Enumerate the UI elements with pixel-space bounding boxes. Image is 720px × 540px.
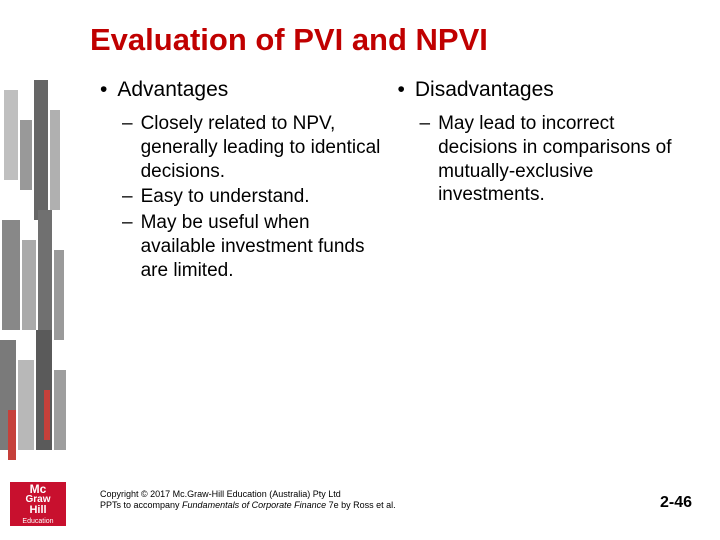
list-item-text: May be useful when available investment … bbox=[141, 211, 388, 282]
list-item-text: May lead to incorrect decisions in compa… bbox=[438, 112, 685, 207]
dash-icon: – bbox=[420, 112, 431, 207]
disadvantages-heading-text: Disadvantages bbox=[415, 78, 554, 102]
logo-line4: Education bbox=[22, 518, 53, 525]
disadvantages-column: • Disadvantages – May lead to incorrect … bbox=[398, 78, 696, 284]
advantages-column: • Advantages – Closely related to NPV, g… bbox=[100, 78, 398, 284]
advantages-heading-text: Advantages bbox=[117, 78, 228, 102]
publisher-logo: Mc Graw Hill Education bbox=[10, 482, 66, 526]
dash-icon: – bbox=[122, 211, 133, 282]
advantages-heading: • Advantages bbox=[100, 78, 388, 102]
slide-title: Evaluation of PVI and NPVI bbox=[0, 0, 720, 58]
list-item: – Easy to understand. bbox=[122, 185, 388, 209]
list-item: – May be useful when available investmen… bbox=[122, 211, 388, 282]
list-item: – May lead to incorrect decisions in com… bbox=[420, 112, 686, 207]
bullet-icon: • bbox=[398, 78, 405, 102]
footer-line2: PPTs to accompany Fundamentals of Corpor… bbox=[100, 500, 396, 512]
footer-line2-a: PPTs to accompany bbox=[100, 500, 182, 510]
logo-line3: Hill bbox=[29, 505, 46, 516]
list-item: – Closely related to NPV, generally lead… bbox=[122, 112, 388, 183]
list-item-text: Easy to understand. bbox=[141, 185, 310, 209]
content-columns: • Advantages – Closely related to NPV, g… bbox=[0, 58, 720, 284]
dash-icon: – bbox=[122, 112, 133, 183]
bullet-icon: • bbox=[100, 78, 107, 102]
footer-line2-italic: Fundamentals of Corporate Finance bbox=[182, 500, 326, 510]
list-item-text: Closely related to NPV, generally leadin… bbox=[141, 112, 388, 183]
footer-line2-b: 7e by Ross et al. bbox=[326, 500, 396, 510]
disadvantages-heading: • Disadvantages bbox=[398, 78, 686, 102]
page-number: 2-46 bbox=[660, 494, 692, 512]
copyright-footer: Copyright © 2017 Mc.Graw-Hill Education … bbox=[100, 489, 396, 512]
dash-icon: – bbox=[122, 185, 133, 209]
footer-line1: Copyright © 2017 Mc.Graw-Hill Education … bbox=[100, 489, 396, 501]
decorative-sidebar bbox=[0, 70, 68, 470]
slide: Evaluation of PVI and NPVI • Advantages … bbox=[0, 0, 720, 540]
